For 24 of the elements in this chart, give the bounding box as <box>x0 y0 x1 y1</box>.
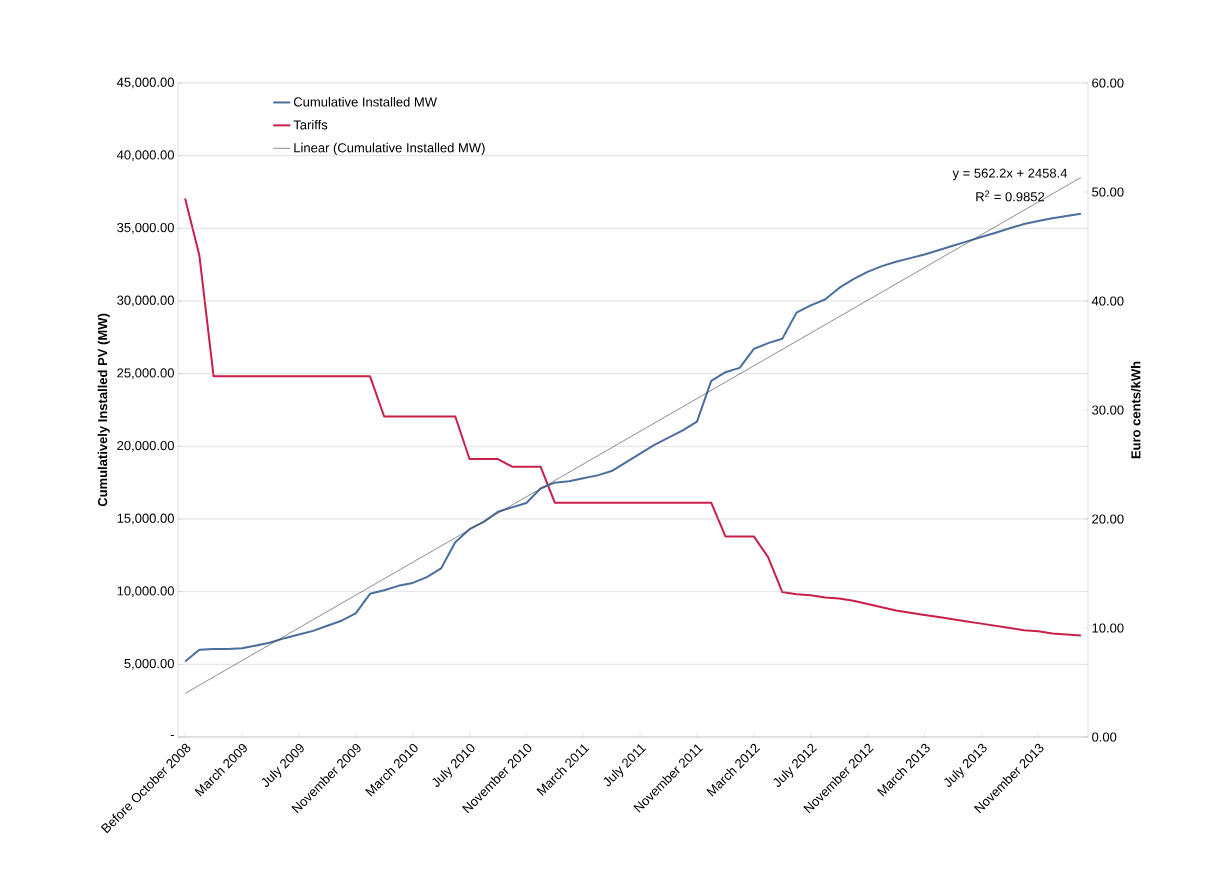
y-tick-label: 15,000.00 <box>117 513 174 525</box>
y2-tick-label: 60.00 <box>1092 78 1124 88</box>
y-tick-label: 45,000.00 <box>116 77 174 89</box>
annotation: y = 562.2x + 2458.4 <box>952 168 1068 181</box>
y-tick-label: 25,000.00 <box>117 368 174 380</box>
legend-label: Linear (Cumulative Installed MW) <box>294 142 485 155</box>
y2-tick-label: 30.00 <box>1092 405 1124 415</box>
y2-tick-label: 50.00 <box>1092 187 1124 197</box>
y-tick-label: 35,000.00 <box>117 222 174 234</box>
y2-tick-label: 20.00 <box>1092 514 1124 524</box>
y2-axis-title: Euro cents/kWh <box>1130 361 1141 459</box>
legend-label: Tariffs <box>293 119 328 130</box>
y-tick-label: 5,000.00 <box>124 658 174 670</box>
annotation: R$^{2}$ = 0.9852 <box>976 190 1045 202</box>
y-tick-label: 10,000.00 <box>117 586 174 598</box>
y-tick-label: 30,000.00 <box>117 295 174 307</box>
y2-tick-label: 0.00 <box>1092 732 1117 742</box>
y2-tick-label: 40.00 <box>1091 296 1124 306</box>
legend-label: Cumulative Installed MW <box>293 96 437 107</box>
y-tick-label: 40,000.00 <box>116 150 174 162</box>
y-axis-title: Cumulatively Installed PV (MW) <box>97 313 110 507</box>
y2-tick-label: 10.00 <box>1092 623 1124 633</box>
y-tick-label: 20,000.00 <box>117 440 174 452</box>
y-tick-label: - <box>170 735 174 737</box>
